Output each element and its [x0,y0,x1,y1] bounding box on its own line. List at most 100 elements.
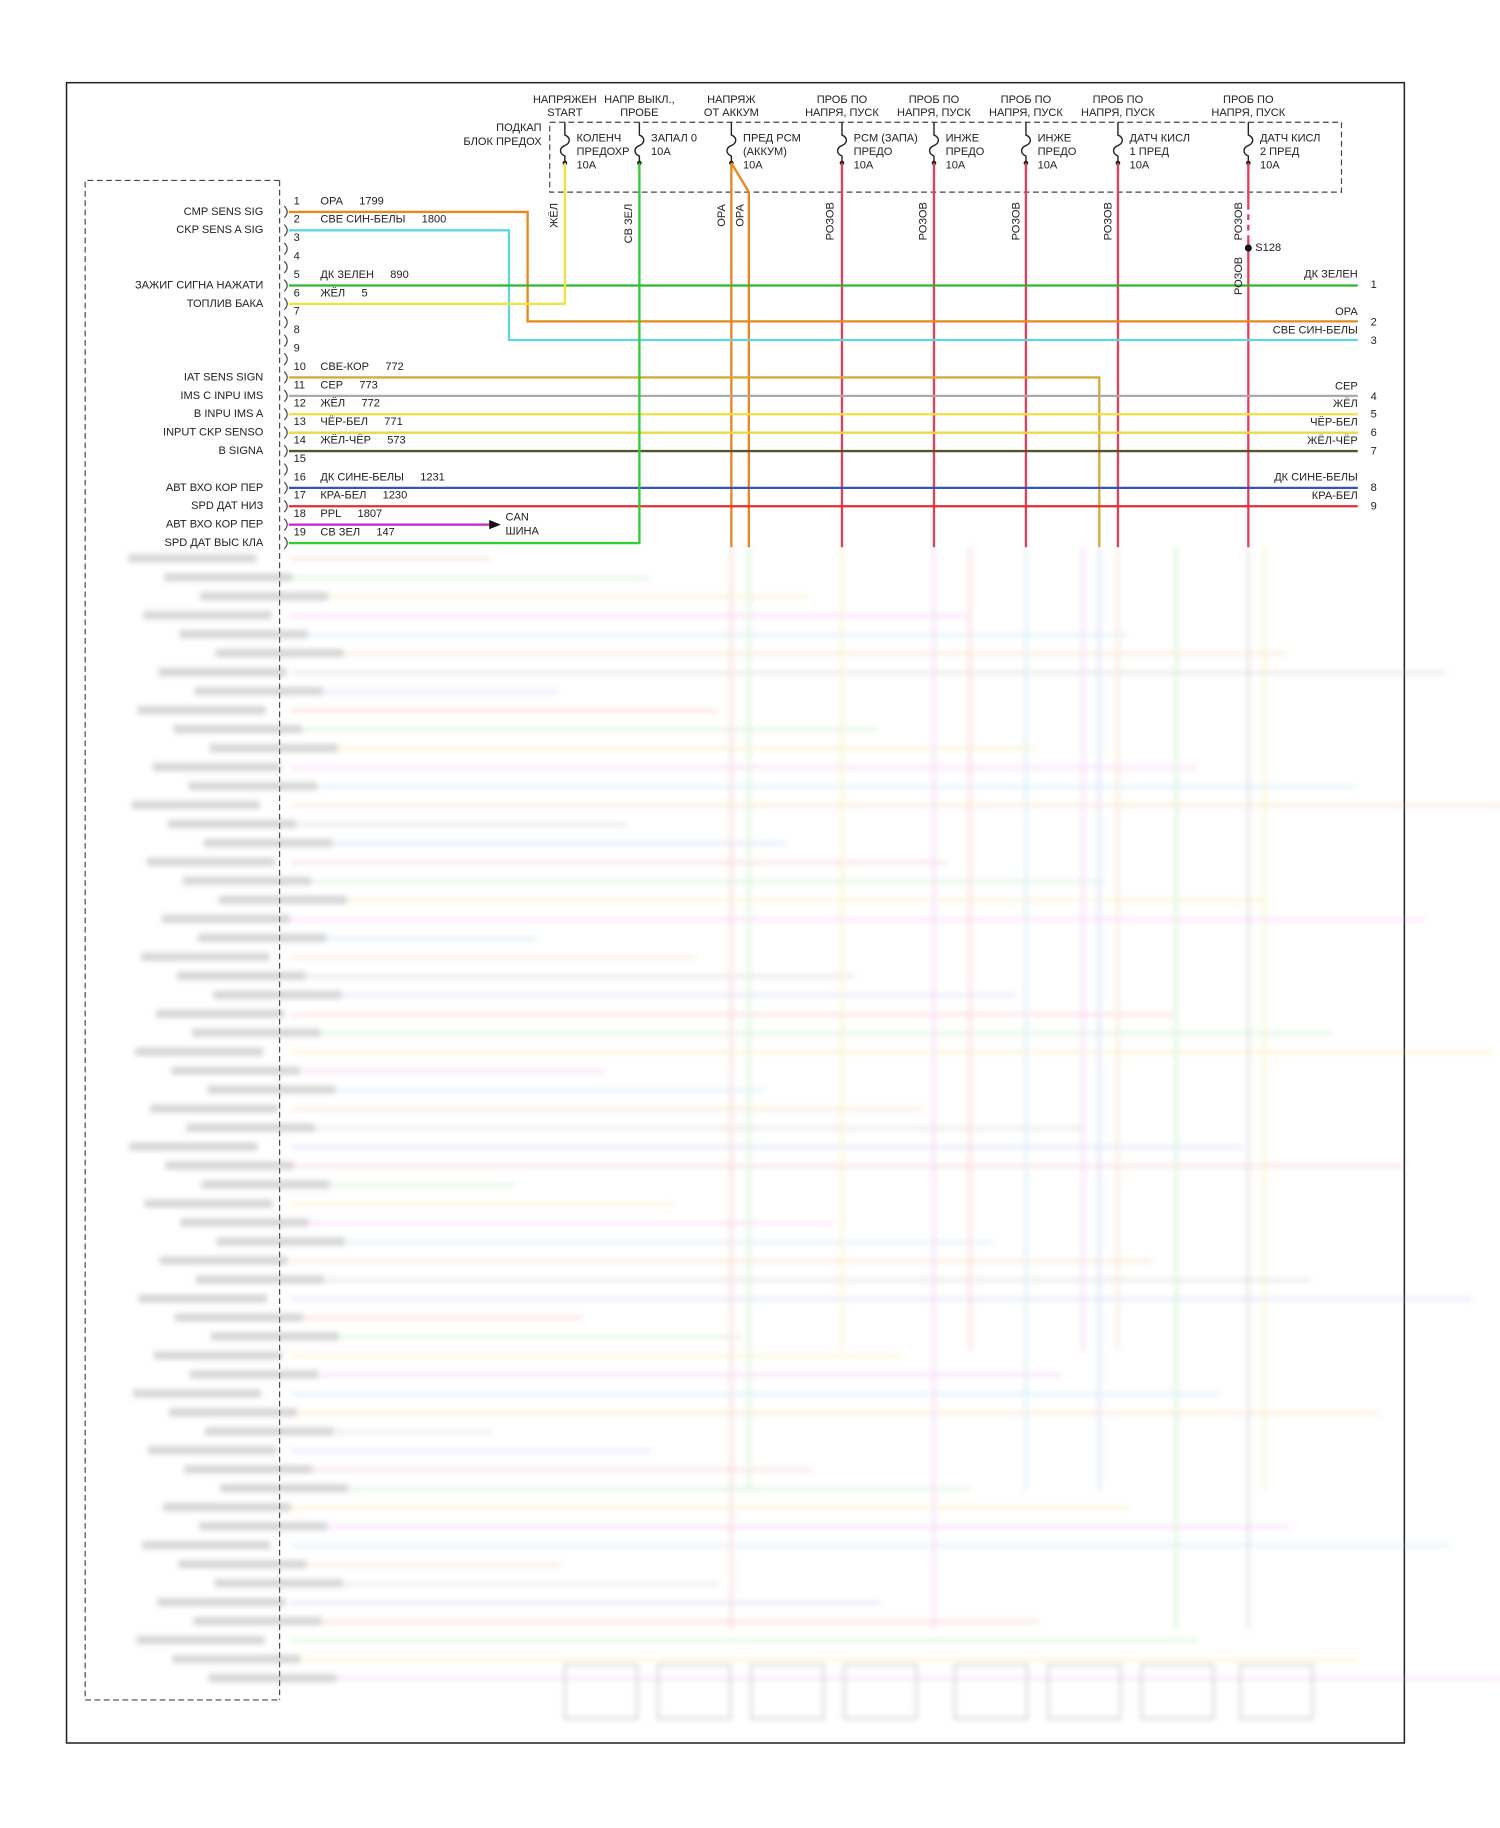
terminal-label: ЖЁЛ-ЧЁР [1307,435,1358,447]
terminal-number: 4 [1371,391,1377,403]
blurred-text [152,762,281,772]
fuse [1112,122,1123,164]
blurred-text [200,592,329,601]
pin-contact [283,408,288,421]
blurred-text [192,1028,321,1037]
blurred-connector [1046,1663,1122,1720]
pin-function: SPD ДАТ ВЫС КЛА [164,537,263,549]
blurred-text [138,1294,267,1303]
fuse-label: 2 ПРЕД [1260,146,1300,158]
terminal-label: ДК СИНЕ-БЕЛЫ [1274,471,1358,483]
blurred-text [184,1465,313,1474]
terminal-number: 9 [1371,500,1377,512]
wire-label-vertical: ЖЁЛ [548,203,560,228]
blurred-text [203,838,333,848]
blurred-text [173,725,302,734]
fuse-supply: НАПРЯ, ПУСК [805,107,879,119]
wire-label: PPL [320,508,341,520]
blurred-connector [563,1663,639,1720]
blurred-text [198,933,327,942]
pin-contact [283,224,288,237]
blurred-text [205,1427,334,1436]
terminal-label: ЖЁЛ [1333,398,1358,410]
circuit-number: 1230 [383,490,408,502]
pin-function: CKP SENS A SIG [176,224,263,236]
pin-number: 17 [294,490,306,502]
pin-number: 6 [294,287,300,299]
pin-contact [283,371,288,384]
wire [288,210,1358,323]
blurred-text [194,687,323,696]
fuse-label: ПРЕД PCM [743,132,801,144]
terminal-label: СВЕ СИН-БЕЛЫ [1273,325,1358,337]
blurred-text [142,1541,271,1550]
blurred-text [193,1617,322,1626]
fuse-supply: ПРОБ ПО [1093,94,1144,106]
pin-function: SPD ДАТ НИЗ [191,500,264,512]
wire-label: СВЕ СИН-БЕЛЫ [320,214,405,226]
blurred-text [214,1579,343,1588]
blurred-text [135,1047,264,1056]
pin-number: 10 [294,361,306,373]
blurred-connector [1140,1663,1215,1720]
fuse-label: ПРЕДО [1038,146,1077,158]
fuse-label: 10А [577,159,597,171]
blurred-text [131,800,260,810]
circuit-number: 772 [385,361,403,373]
pin-contact [283,500,288,513]
circuit-number: 1807 [358,508,383,520]
blurred-text [153,1351,282,1360]
blurred-text [220,1484,349,1493]
can-label: ШИНА [505,526,539,538]
fuse-supply: ПРОБ ПО [909,94,960,106]
fuse-supply: НАПРЯ, ПУСК [897,107,971,119]
pin-number: 15 [294,453,306,465]
circuit-number: 771 [384,416,402,428]
pin-number: 12 [294,398,306,410]
fuse-supply: НАПРЯЖЕН [533,94,597,106]
pin-number: 4 [294,251,300,263]
can-label: CAN [505,512,528,524]
pin-number: 8 [294,324,300,336]
fuse-label: ЗАПАЛ 0 [651,132,697,144]
pin-number: 19 [294,526,306,538]
pin-function: IAT SENS SIGN [184,371,263,383]
wire-label-vertical: РОЗОВ [1233,257,1245,295]
pin-number: 2 [294,214,300,226]
fuse [634,122,645,164]
fuse-label: 10А [854,159,874,171]
pin-function: АВТ ВХО КОР ПЕР [166,482,263,494]
blurred-region [128,547,1500,1720]
terminal-number: 5 [1371,408,1377,420]
pin-contact [283,279,288,292]
blurred-connector [750,1663,825,1720]
pin-number: 11 [294,379,305,391]
pin-number: 13 [294,416,306,428]
fuse-supply: НАПРЯ, ПУСК [1211,107,1285,119]
pin-function: АВТ ВХО КОР ПЕР [166,519,263,531]
blurred-text [219,895,348,904]
terminal-number: 3 [1371,335,1377,347]
pin-number: 9 [294,343,300,355]
blurred-text [159,1256,288,1265]
terminal-number: 6 [1371,427,1377,439]
fuse-label: ИНЖЕ [1038,132,1072,144]
circuit-number: 890 [390,269,408,281]
blurred-text [129,1142,258,1151]
pin-contact [283,334,288,347]
circuit-number: 772 [361,398,379,410]
fuse-supply: НАПР ВЫКЛ., [604,94,675,106]
blurred-text [186,1123,315,1132]
blurred-text [179,630,308,639]
fuse-label: ДАТЧ КИСЛ [1130,132,1190,144]
blurred-text [168,1408,298,1417]
fuse-label: 10А [1260,159,1280,171]
pin-function: IMS C INPU IMS [180,390,263,402]
pin-number: 14 [294,435,306,447]
fuse-label: ДАТЧ КИСЛ [1260,132,1320,144]
fuse [726,122,737,164]
wire-label: СВ ЗЕЛ [320,526,360,538]
fuse-supply: НАПРЯ, ПУСК [989,107,1063,119]
blurred-text [213,990,342,999]
